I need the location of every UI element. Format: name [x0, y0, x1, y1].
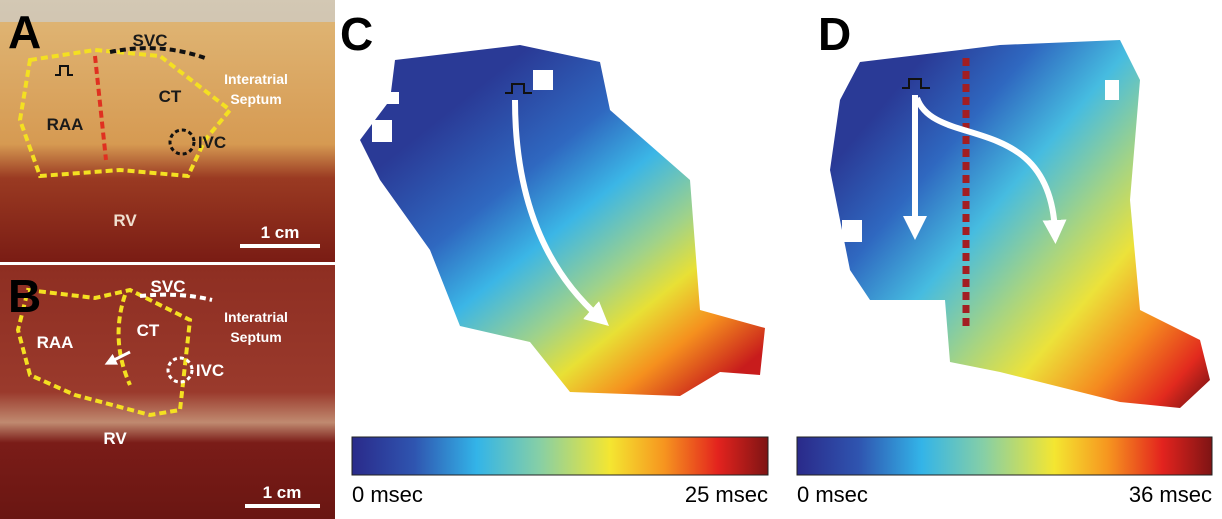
- panel-label: A: [8, 6, 41, 58]
- panel-b: B SVC Interatrial Septum CT RAA IVC RV 1…: [0, 265, 335, 519]
- photo: [0, 0, 335, 262]
- conduction-arrow: [512, 99, 609, 326]
- ivc-label: IVC: [196, 361, 224, 380]
- scale-label: 1 cm: [261, 223, 300, 242]
- svc-label: SVC: [151, 277, 186, 296]
- stim-symbol: [55, 65, 73, 76]
- colorbar: [351, 436, 769, 476]
- raa-outline: [15, 287, 193, 418]
- colorbar: [796, 436, 1213, 476]
- map-hole: [842, 220, 862, 242]
- raa-outline: [17, 47, 233, 179]
- septum-label: Septum: [230, 91, 281, 107]
- ivc-outline: [166, 356, 194, 384]
- rv-label: RV: [103, 429, 127, 448]
- map-hole: [385, 92, 399, 104]
- svc-label: SVC: [133, 31, 168, 50]
- ivc-outline: [168, 128, 196, 156]
- stim-symbol: [902, 78, 930, 89]
- ct-outline: [116, 294, 132, 386]
- raa-label: RAA: [37, 333, 74, 352]
- septum-label: Interatrial: [224, 71, 288, 87]
- septum-label: Interatrial: [224, 309, 288, 325]
- panel-a: A SVC Interatrial Septum CT RAA IVC RV 1…: [0, 0, 335, 262]
- colorbar-max: 25 msec: [685, 482, 768, 507]
- ct-label: CT: [137, 321, 160, 340]
- colorbar-min: 0 msec: [797, 482, 868, 507]
- stim-symbol: [505, 83, 532, 94]
- ablation-line: [93, 55, 108, 161]
- panel-c: C 0 msec 25 msec: [340, 8, 769, 507]
- ivc-label: IVC: [198, 133, 226, 152]
- rv-label: RV: [113, 211, 137, 230]
- map-hole: [1105, 80, 1119, 100]
- map-hole: [372, 120, 392, 142]
- panel-label: B: [8, 270, 41, 322]
- activation-map: [360, 45, 765, 396]
- panel-d: D 0 msec 36 msec: [796, 8, 1213, 507]
- colorbar-max: 36 msec: [1129, 482, 1212, 507]
- background: [0, 0, 335, 22]
- septum-label: Septum: [230, 329, 281, 345]
- activation-map: [830, 40, 1210, 408]
- raa-label: RAA: [47, 115, 84, 134]
- ct-label: CT: [159, 87, 182, 106]
- arrow: [104, 350, 131, 365]
- panel-label: D: [818, 8, 851, 60]
- map-hole: [533, 70, 553, 90]
- colorbar-min: 0 msec: [352, 482, 423, 507]
- scale-label: 1 cm: [263, 483, 302, 502]
- conduction-arrow: [914, 96, 1067, 244]
- panel-label: C: [340, 8, 373, 60]
- photo: [0, 265, 335, 519]
